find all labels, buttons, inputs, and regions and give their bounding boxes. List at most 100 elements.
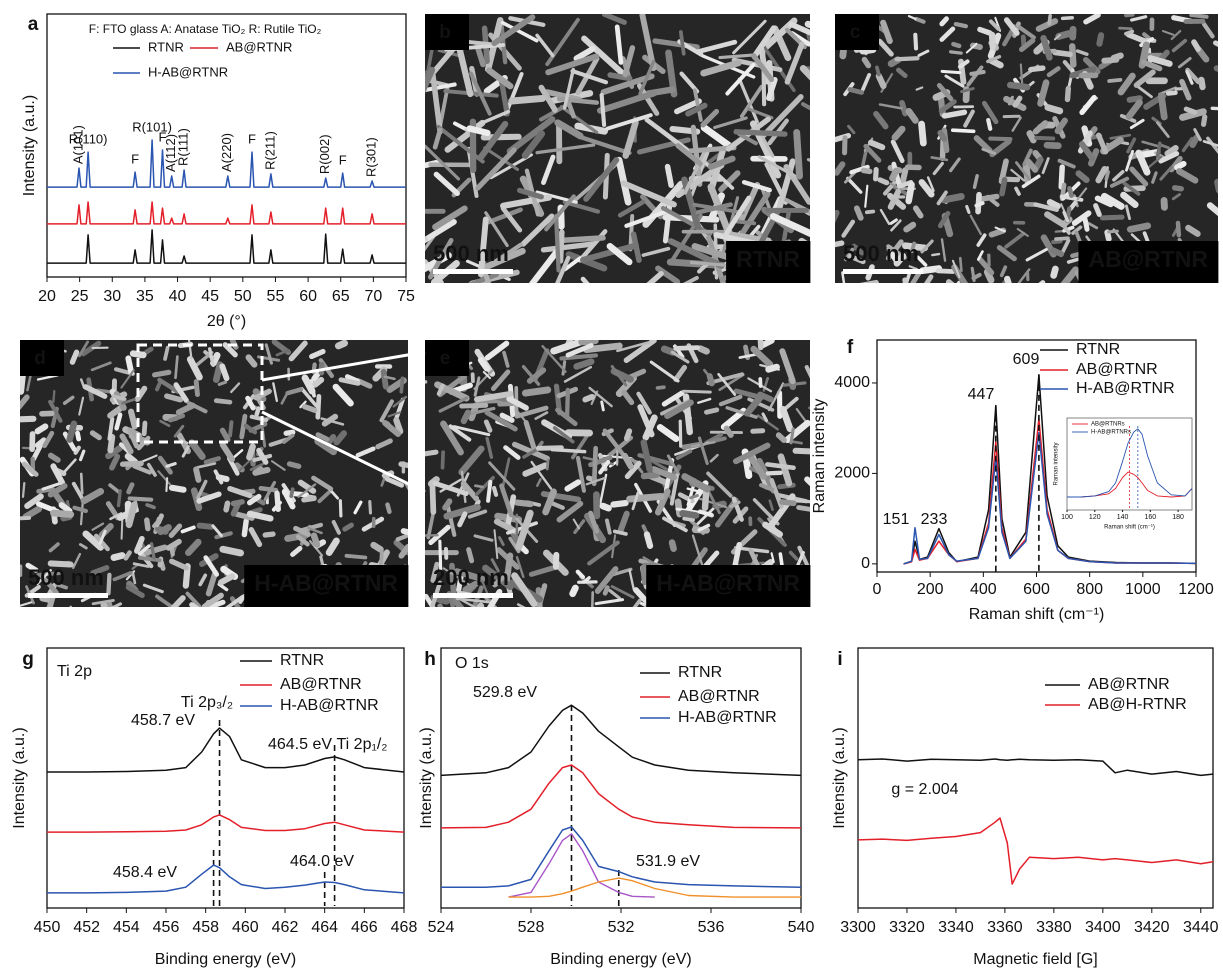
texture — [216, 401, 230, 403]
texture — [1193, 138, 1197, 145]
texture — [131, 412, 135, 427]
legend-label: AB@RTNR — [678, 688, 760, 705]
annotation: 529.8 eV — [473, 684, 537, 701]
texture — [370, 502, 371, 513]
texture — [1120, 28, 1132, 29]
texture — [1085, 219, 1087, 229]
texture — [552, 450, 584, 452]
texture — [1016, 188, 1019, 194]
texture — [419, 535, 438, 536]
texture — [1161, 96, 1164, 117]
texture — [53, 513, 70, 514]
figure: b500 nmRTNRc500 nmAB@RTNRd500 nmH-AB@RTN… — [0, 0, 1223, 971]
x-tick-label: 3420 — [1134, 919, 1170, 936]
texture — [951, 52, 962, 53]
texture — [1126, 15, 1132, 16]
texture — [223, 549, 241, 553]
texture — [13, 419, 33, 420]
scale-bar — [843, 269, 923, 274]
texture — [404, 531, 415, 534]
texture — [753, 431, 763, 432]
peak-annotation: F — [131, 152, 139, 167]
texture — [387, 505, 389, 512]
texture — [291, 489, 292, 496]
texture — [607, 520, 610, 532]
texture — [1047, 145, 1058, 146]
panel-letter: c — [850, 22, 861, 43]
scale-bar-label: 500 nm — [28, 565, 104, 590]
texture — [953, 130, 974, 131]
texture — [494, 488, 496, 495]
texture — [559, 238, 603, 241]
texture — [1186, 109, 1195, 112]
x-tick-label: 540 — [788, 919, 815, 936]
texture — [942, 19, 947, 24]
texture — [21, 374, 23, 391]
texture — [265, 534, 273, 535]
texture — [892, 171, 896, 178]
texture — [858, 283, 876, 286]
x-tick-label: 1200 — [1178, 581, 1214, 598]
texture — [517, 503, 530, 504]
texture — [147, 520, 148, 528]
texture — [51, 455, 58, 460]
x-tick-label: 60 — [299, 288, 317, 305]
image-label: RTNR — [736, 246, 800, 272]
texture — [842, 272, 844, 283]
texture — [944, 112, 964, 116]
scale-bar — [433, 593, 513, 598]
scale-bar — [28, 593, 108, 598]
texture — [647, 605, 654, 625]
texture — [1069, 188, 1071, 195]
texture — [1178, 223, 1179, 235]
texture — [710, 376, 712, 383]
legend-label: RTNR — [678, 664, 722, 681]
texture — [1168, 93, 1175, 94]
texture — [469, 550, 472, 561]
annotation: 458.7 eV — [131, 712, 195, 729]
y-axis-label: Intensity (a.u.) — [11, 727, 28, 828]
texture — [81, 474, 82, 493]
x-tick-label: 180 — [1172, 514, 1184, 521]
texture — [1055, 52, 1070, 54]
texture — [906, 225, 913, 230]
peak-annotation: A(220) — [219, 133, 234, 172]
texture — [78, 433, 79, 439]
x-tick-label: 20 — [38, 288, 56, 305]
texture — [261, 488, 276, 490]
x-tick-label: 400 — [970, 581, 997, 598]
texture — [956, 24, 966, 26]
peak-annotation: R(002) — [317, 134, 332, 174]
x-tick-label: 160 — [1144, 514, 1156, 521]
texture — [1056, 238, 1068, 239]
peak-annotation: R(301) — [363, 137, 378, 177]
peak-label: 233 — [921, 511, 948, 528]
texture — [119, 491, 121, 506]
x-tick-label: 70 — [364, 288, 382, 305]
y-tick-label: 2000 — [834, 465, 870, 482]
texture — [315, 380, 321, 385]
texture — [147, 505, 154, 507]
texture — [967, 207, 969, 213]
texture — [126, 552, 130, 558]
page: {"chart_data": [ {"type": "line", "panel… — [0, 0, 1223, 971]
peak-annotation: R(111) — [176, 128, 191, 166]
x-tick-label: 3300 — [840, 919, 876, 936]
y-axis-label: Raman intensity — [1054, 442, 1060, 485]
x-tick-label: 452 — [73, 919, 100, 936]
texture — [897, 58, 918, 59]
texture — [432, 482, 433, 512]
texture — [644, 475, 656, 476]
texture — [305, 407, 315, 411]
x-tick-label: 532 — [608, 919, 635, 936]
y-tick-label: 4000 — [834, 374, 870, 391]
texture — [157, 384, 159, 389]
texture — [128, 456, 135, 461]
texture — [161, 527, 169, 531]
texture — [938, 271, 953, 272]
texture — [916, 208, 921, 215]
x-tick-label: 55 — [267, 288, 285, 305]
texture — [763, 52, 764, 104]
texture — [443, 452, 444, 467]
texture — [140, 558, 160, 560]
